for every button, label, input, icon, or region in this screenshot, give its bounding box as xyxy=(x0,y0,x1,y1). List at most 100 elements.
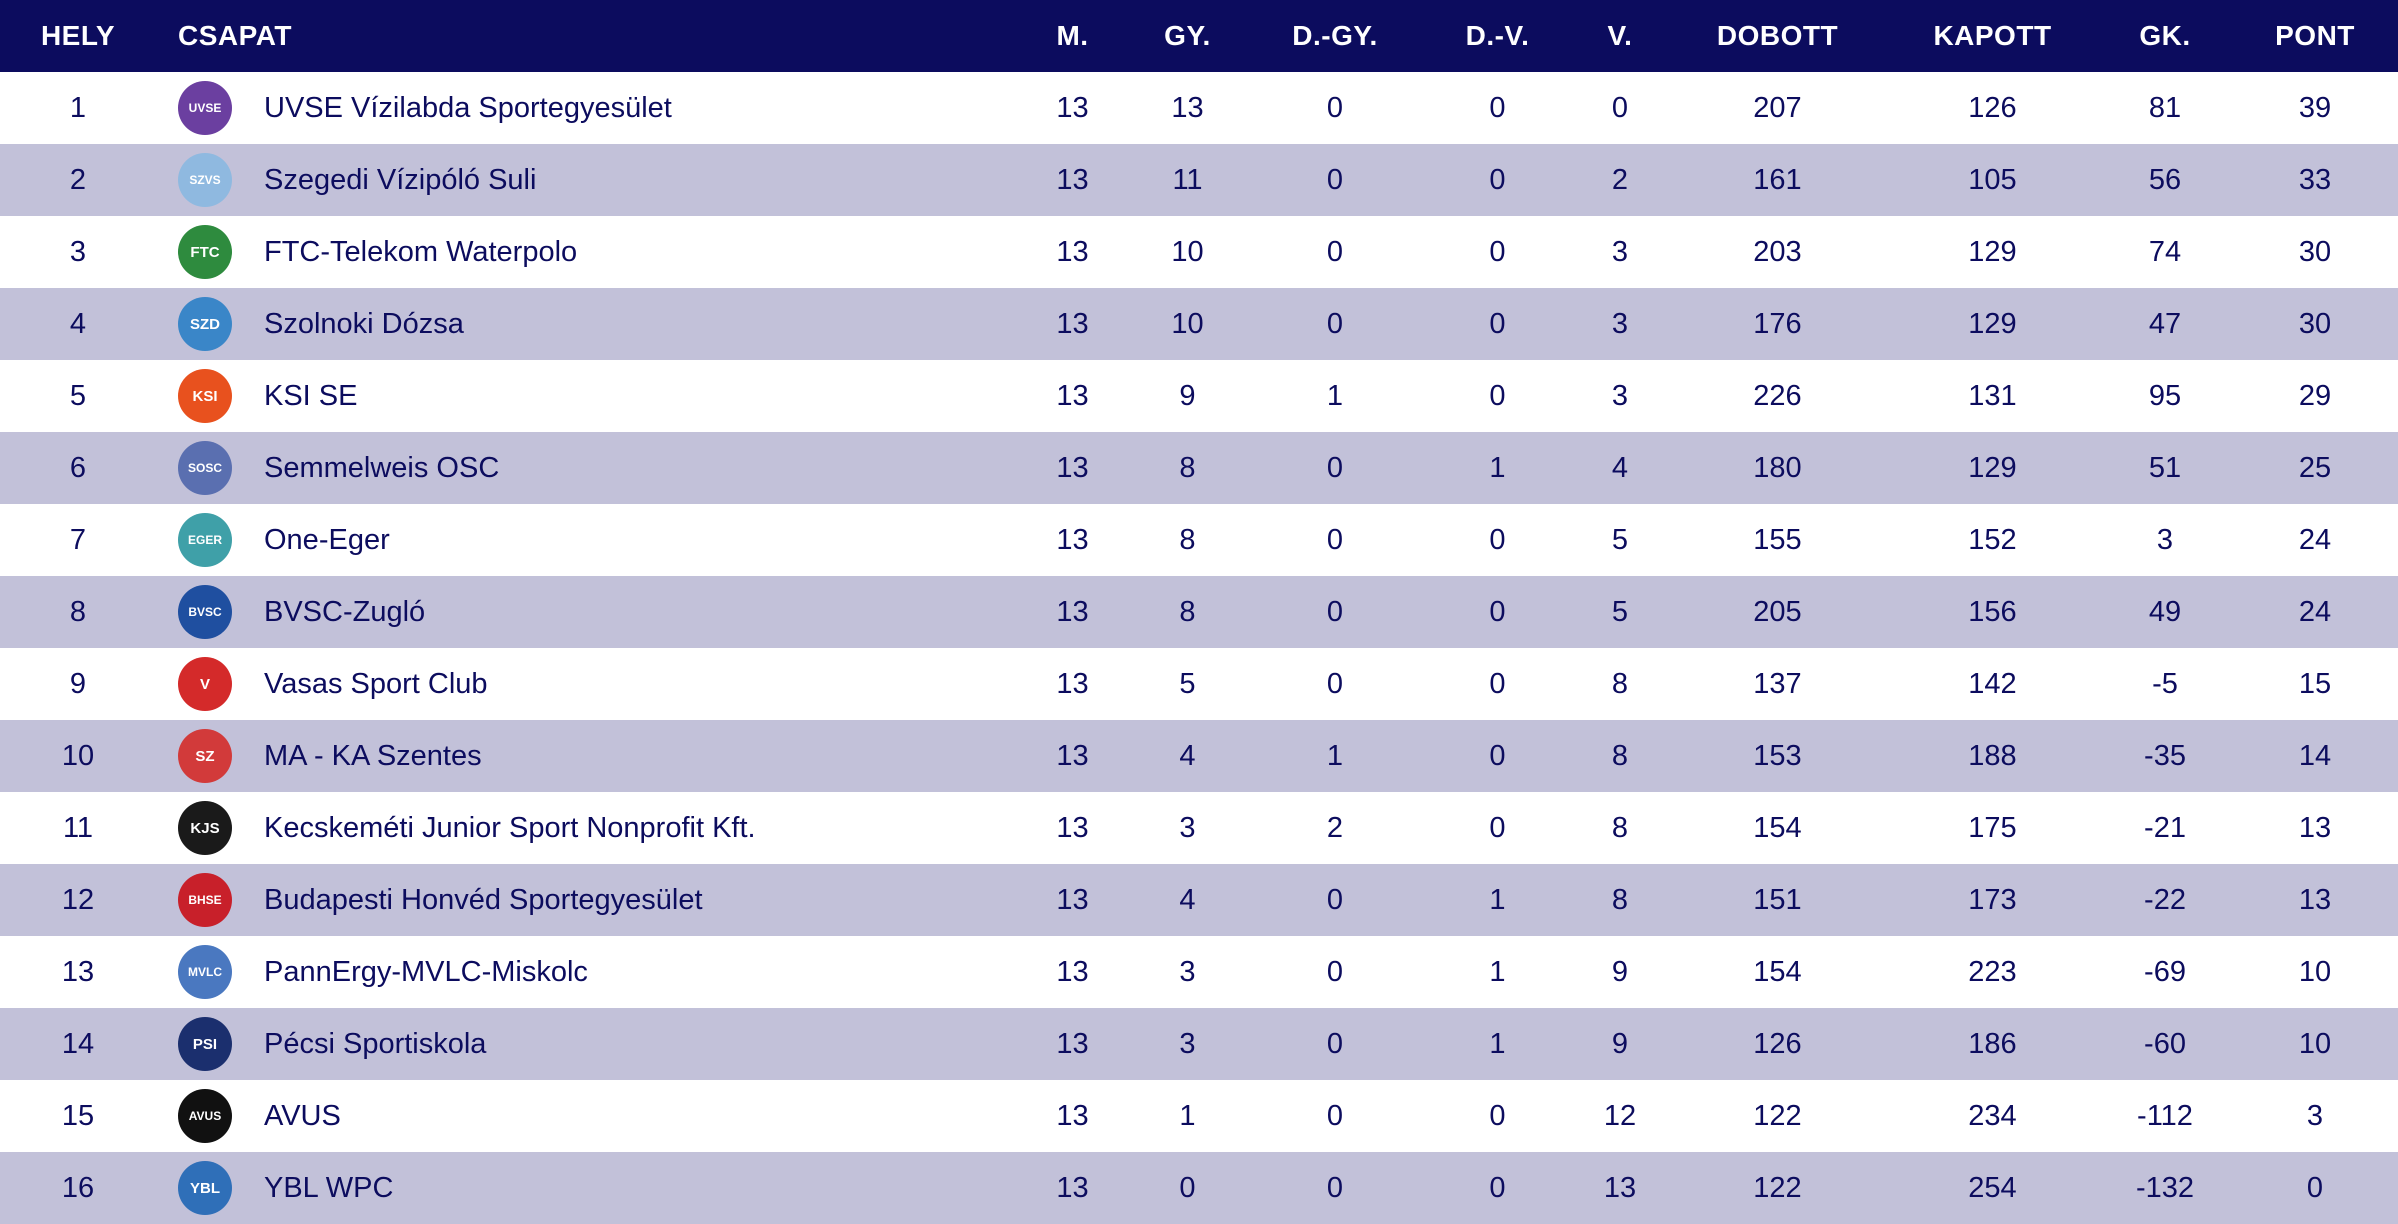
cell-pont: 29 xyxy=(2298,379,2332,412)
cell-gy: 5 xyxy=(1179,667,1196,700)
team-cell[interactable]: SOSC Semmelweis OSC xyxy=(178,432,499,504)
cell-m: 13 xyxy=(1056,811,1089,844)
team-name-link[interactable]: Semmelweis OSC xyxy=(264,451,500,484)
table-row[interactable]: 5 KSI KSI SE 13 9 1 0 3 226 131 95 29 xyxy=(0,360,2398,432)
team-name-link[interactable]: KSI SE xyxy=(264,379,358,412)
table-row[interactable]: 2 SZVS Szegedi Vízipóló Suli 13 11 0 0 2 161 105 5… xyxy=(0,144,2398,216)
table-row[interactable]: 9 V Vasas Sport Club 13 5 0 0 8 137 142 -5 15 xyxy=(0,648,2398,720)
header-pont[interactable]: PONT xyxy=(2275,20,2355,51)
team-cell[interactable]: SZVS Szegedi Vízipóló Suli xyxy=(178,144,536,216)
table-row[interactable]: 12 BHSE Budapesti Honvéd Sportegyesület 13 4… xyxy=(0,864,2398,936)
header-hely[interactable]: HELY xyxy=(40,20,116,51)
cell-gk: -5 xyxy=(2152,667,2178,700)
header-m[interactable]: M. xyxy=(1056,20,1089,51)
table-row[interactable]: 7 EGER One-Eger 13 8 0 0 5 155 152 3 24 xyxy=(0,504,2398,576)
team-cell[interactable]: AVUS AVUS xyxy=(178,1080,341,1152)
team-name-link[interactable]: Kecskeméti Junior Sport Nonprofit Kft. xyxy=(264,811,756,844)
cell-dgy: 0 xyxy=(1326,91,1344,124)
header-dobott[interactable]: DOBOTT xyxy=(1716,20,1839,51)
cell-v: 3 xyxy=(1611,379,1629,412)
cell-hely: 16 xyxy=(61,1171,95,1204)
table-row[interactable]: 11 KJS Kecskeméti Junior Sport Nonprofit K… xyxy=(0,792,2398,864)
cell-dobott: 137 xyxy=(1753,667,1802,700)
cell-gy: 10 xyxy=(1171,235,1204,268)
team-name-link[interactable]: Szolnoki Dózsa xyxy=(264,307,464,340)
cell-gk: -69 xyxy=(2144,955,2186,988)
team-name-link[interactable]: Budapesti Honvéd Sportegyesület xyxy=(264,883,703,916)
cell-dv: 0 xyxy=(1489,523,1506,556)
bvsc-logo: BVSC xyxy=(178,585,232,639)
table-row[interactable]: 10 SZ MA - KA Szentes 13 4 1 0 8 153 188 -35 14 xyxy=(0,720,2398,792)
cell-m: 13 xyxy=(1056,307,1089,340)
team-cell[interactable]: YBL YBL WPC xyxy=(178,1152,393,1224)
team-name-link[interactable]: Pécsi Sportiskola xyxy=(264,1027,487,1060)
table-row[interactable]: 8 BVSC BVSC-Zugló 13 8 0 0 5 205 156 49 24 xyxy=(0,576,2398,648)
team-cell[interactable]: KJS Kecskeméti Junior Sport Nonprofit Kft… xyxy=(178,792,756,864)
team-cell[interactable]: BHSE Budapesti Honvéd Sportegyesület xyxy=(178,864,703,936)
cell-dv: 0 xyxy=(1489,739,1506,772)
ftc-logo: FTC xyxy=(178,225,232,279)
team-cell[interactable]: MVLC PannErgy-MVLC-Miskolc xyxy=(178,936,588,1008)
cell-pont: 30 xyxy=(2298,235,2332,268)
uvse-logo: UVSE xyxy=(178,81,232,135)
table-row[interactable]: 13 MVLC PannErgy-MVLC-Miskolc 13 3 0 1 9 154 223 -… xyxy=(0,936,2398,1008)
team-cell[interactable]: FTC FTC-Telekom Waterpolo xyxy=(178,216,577,288)
cell-csapat: SOSC Semmelweis OSC xyxy=(178,432,1028,504)
cell-dobott: 155 xyxy=(1753,523,1802,556)
cell-pont: 3 xyxy=(2306,1099,2324,1132)
cell-m: 13 xyxy=(1056,1099,1089,1132)
cell-dgy: 0 xyxy=(1326,523,1344,556)
honved-logo: BHSE xyxy=(178,873,232,927)
team-name-link[interactable]: Vasas Sport Club xyxy=(264,667,488,700)
team-cell[interactable]: UVSE UVSE Vízilabda Sportegyesület xyxy=(178,72,672,144)
table-row[interactable]: 15 AVUS AVUS 13 1 0 0 12 122 234 -112 3 xyxy=(0,1080,2398,1152)
cell-csapat: AVUS AVUS xyxy=(178,1080,1028,1152)
header-gy[interactable]: GY. xyxy=(1164,20,1211,51)
cell-v: 8 xyxy=(1611,667,1629,700)
cell-dobott: 226 xyxy=(1753,379,1802,412)
header-gk[interactable]: GK. xyxy=(2139,20,2191,51)
team-cell[interactable]: V Vasas Sport Club xyxy=(178,648,488,720)
team-name-link[interactable]: Szegedi Vízipóló Suli xyxy=(264,163,537,196)
cell-csapat: KJS Kecskeméti Junior Sport Nonprofit Kft… xyxy=(178,792,1028,864)
cell-pont: 0 xyxy=(2306,1171,2324,1204)
cell-pont: 30 xyxy=(2298,307,2332,340)
cell-kapott: 186 xyxy=(1968,1027,2017,1060)
cell-hely: 7 xyxy=(69,523,87,556)
header-csapat[interactable]: CSAPAT xyxy=(178,20,292,51)
cell-gk: 47 xyxy=(2148,307,2182,340)
cell-pont: 24 xyxy=(2298,523,2332,556)
team-cell[interactable]: EGER One-Eger xyxy=(178,504,390,576)
table-row[interactable]: 16 YBL YBL WPC 13 0 0 0 13 122 254 -132 0 xyxy=(0,1152,2398,1224)
header-v[interactable]: V. xyxy=(1607,20,1633,51)
team-name-link[interactable]: YBL WPC xyxy=(264,1171,394,1204)
team-name-link[interactable]: BVSC-Zugló xyxy=(264,595,426,628)
team-name-link[interactable]: MA - KA Szentes xyxy=(264,739,482,772)
team-name-link[interactable]: One-Eger xyxy=(264,523,390,556)
team-cell[interactable]: KSI KSI SE xyxy=(178,360,358,432)
cell-dobott: 151 xyxy=(1753,883,1802,916)
cell-gy: 8 xyxy=(1179,451,1196,484)
team-name-link[interactable]: FTC-Telekom Waterpolo xyxy=(264,235,578,268)
team-cell[interactable]: SZ MA - KA Szentes xyxy=(178,720,482,792)
header-kapott[interactable]: KAPOTT xyxy=(1933,20,2052,51)
team-name-link[interactable]: UVSE Vízilabda Sportegyesület xyxy=(264,91,672,124)
table-row[interactable]: 1 UVSE UVSE Vízilabda Sportegyesület 13 13 0 0… xyxy=(0,72,2398,144)
table-row[interactable]: 6 SOSC Semmelweis OSC 13 8 0 1 4 180 129 51 25 xyxy=(0,432,2398,504)
team-cell[interactable]: BVSC BVSC-Zugló xyxy=(178,576,425,648)
header-dv[interactable]: D.-V. xyxy=(1465,20,1530,51)
header-dgy[interactable]: D.-GY. xyxy=(1292,20,1378,51)
cell-kapott: 173 xyxy=(1968,883,2017,916)
cell-dgy: 0 xyxy=(1326,1099,1344,1132)
cell-dobott: 122 xyxy=(1753,1099,1802,1132)
cell-csapat: FTC FTC-Telekom Waterpolo xyxy=(178,216,1028,288)
team-name-link[interactable]: AVUS xyxy=(264,1099,341,1132)
team-name-link[interactable]: PannErgy-MVLC-Miskolc xyxy=(264,955,588,988)
team-cell[interactable]: SZD Szolnoki Dózsa xyxy=(178,288,464,360)
team-cell[interactable]: PSI Pécsi Sportiskola xyxy=(178,1008,486,1080)
table-row[interactable]: 3 FTC FTC-Telekom Waterpolo 13 10 0 0 3 203 129 74… xyxy=(0,216,2398,288)
table-row[interactable]: 14 PSI Pécsi Sportiskola 13 3 0 1 9 126 186 -60 10 xyxy=(0,1008,2398,1080)
cell-v: 9 xyxy=(1611,955,1629,988)
table-row[interactable]: 4 SZD Szolnoki Dózsa 13 10 0 0 3 176 129 47 30 xyxy=(0,288,2398,360)
